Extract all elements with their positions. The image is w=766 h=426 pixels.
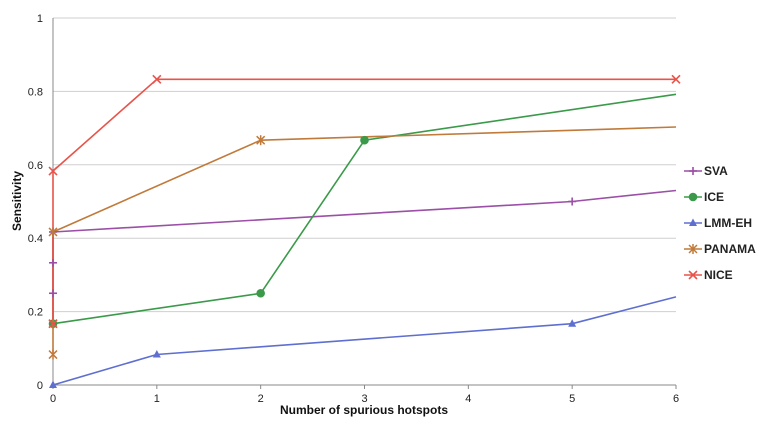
data-point-ice	[256, 288, 265, 298]
x-tick-label: 4	[465, 393, 471, 405]
data-point-lmm-eh	[49, 380, 57, 388]
x-tick-label: 0	[50, 393, 56, 405]
series-line-ice	[52, 93, 677, 325]
legend-marker-nice	[688, 270, 698, 280]
axes	[52, 18, 676, 386]
x-tick-label: 1	[154, 393, 160, 405]
data-point-nice	[48, 319, 58, 329]
data-point-panama	[256, 135, 266, 146]
legend: SVA ICE LMM-EH PANAMA NICE	[684, 164, 756, 282]
series-line-sva	[52, 189, 677, 324]
y-tick-label: 0.4	[28, 233, 43, 245]
y-tick-label: 0	[37, 380, 43, 392]
y-tick-label: 0.2	[28, 307, 43, 319]
legend-item-lmm-eh: LMM-EH	[684, 216, 752, 230]
y-tick-label: 0.6	[28, 160, 43, 172]
y-axis-label: Sensitivity	[10, 171, 24, 231]
data-point-nice	[48, 166, 58, 176]
data-point-panama	[48, 226, 58, 237]
data-point-sva	[49, 289, 57, 298]
tick-labels: 0 0.2 0.4 0.6 0.8 1 0 1 2 3 4 5 6	[28, 13, 679, 405]
x-tick-label: 2	[258, 393, 264, 405]
series-line-nice	[52, 78, 676, 324]
grid-lines	[52, 17, 677, 389]
data-point-lmm-eh	[152, 350, 161, 358]
x-tick-label: 5	[569, 393, 575, 405]
data-point-ice	[360, 135, 369, 145]
y-tick-label: 1	[37, 13, 43, 25]
x-tick-label: 3	[361, 393, 367, 405]
legend-label: PANAMA	[704, 242, 756, 256]
series-markers	[48, 74, 681, 388]
data-point-nice	[671, 74, 681, 84]
legend-marker-lmm-eh	[689, 218, 697, 226]
legend-marker-panama	[688, 244, 698, 254]
y-tick-label: 0.8	[28, 86, 43, 98]
x-tick-label: 6	[673, 393, 679, 405]
x-axis-label: Number of spurious hotspots	[280, 403, 448, 417]
data-point-panama	[48, 349, 58, 360]
legend-label: LMM-EH	[704, 216, 752, 230]
legend-marker-ice	[688, 192, 698, 202]
legend-item-panama: PANAMA	[684, 242, 756, 256]
data-point-lmm-eh	[568, 319, 577, 327]
series-line-lmm-eh	[52, 296, 677, 386]
data-point-sva	[49, 258, 57, 267]
legend-item-nice: NICE	[684, 268, 733, 282]
legend-marker-sva	[689, 167, 697, 175]
legend-item-ice: ICE	[684, 190, 724, 204]
series-lines	[52, 78, 677, 386]
legend-label: ICE	[704, 190, 724, 204]
legend-item-sva: SVA	[684, 164, 728, 178]
data-point-nice	[152, 74, 162, 84]
legend-label: NICE	[704, 268, 733, 282]
legend-label: SVA	[704, 164, 728, 178]
data-point-sva	[568, 197, 577, 206]
